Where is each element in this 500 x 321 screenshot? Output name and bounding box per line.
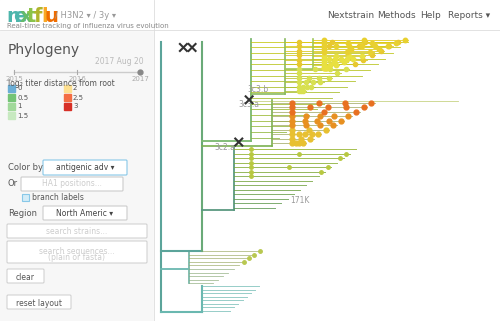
Text: Real-time tracking of influenza virus evolution: Real-time tracking of influenza virus ev… [7,23,169,29]
Bar [0,30,154,321]
FancyBboxPatch shape [7,224,147,238]
Text: f: f [34,6,42,25]
Bar [64,85,71,92]
Text: Help: Help [420,12,441,21]
Text: 0: 0 [17,85,21,91]
Text: 171K: 171K [290,196,310,205]
Text: 3c3.a: 3c3.a [239,100,260,109]
Text: antigenic adv ▾: antigenic adv ▾ [56,163,114,172]
Text: 0.5: 0.5 [17,94,28,100]
Bar [8,103,15,110]
Text: search strains...: search strains... [46,228,108,237]
Text: North Americ ▾: North Americ ▾ [56,209,114,218]
Text: l: l [41,6,48,25]
Text: t: t [27,6,36,25]
Text: u: u [45,6,59,25]
FancyBboxPatch shape [7,295,71,309]
Text: n: n [6,6,20,25]
FancyBboxPatch shape [43,160,127,175]
Bar [64,103,71,110]
Text: 2015: 2015 [5,76,23,82]
Bar [64,94,71,101]
Text: 3: 3 [73,103,78,109]
Text: clear: clear [16,273,34,282]
Text: 2.5: 2.5 [73,94,84,100]
Text: search sequences...: search sequences... [39,247,115,256]
Text: x: x [20,6,32,25]
FancyBboxPatch shape [21,177,123,191]
Text: (plain or fasta): (plain or fasta) [48,253,106,262]
Text: branch labels: branch labels [32,194,84,203]
Text: Color by: Color by [8,163,43,172]
Text: Or: Or [8,179,18,188]
Text: 2017: 2017 [131,76,149,82]
Text: 2017 Aug 20: 2017 Aug 20 [96,57,144,66]
Text: 3c2.a: 3c2.a [214,143,236,152]
Text: 2016: 2016 [68,76,86,82]
Bar [0,0,500,30]
Text: Reports ▾: Reports ▾ [448,12,490,21]
Text: / H3N2 ▾ / 3y ▾: / H3N2 ▾ / 3y ▾ [55,11,116,20]
Text: Methods: Methods [378,12,416,21]
Text: 1: 1 [17,103,21,109]
Bar [154,30,500,321]
FancyBboxPatch shape [7,241,147,263]
Text: 2: 2 [73,85,78,91]
Text: Region: Region [8,209,37,218]
Text: 1.5: 1.5 [17,112,28,118]
Bar [8,112,15,119]
Text: Phylogeny: Phylogeny [8,43,80,57]
FancyBboxPatch shape [43,206,127,220]
Bar [22,194,29,201]
Text: HA1 positions...: HA1 positions... [42,179,102,188]
Text: 3c3.b: 3c3.b [248,85,268,94]
Text: log₂ titer distance from root: log₂ titer distance from root [8,80,115,89]
Bar [8,85,15,92]
Text: e: e [13,6,26,25]
FancyBboxPatch shape [7,269,44,283]
Text: Nextstrain: Nextstrain [328,12,374,21]
Text: reset layout: reset layout [16,299,62,308]
Bar [8,94,15,101]
